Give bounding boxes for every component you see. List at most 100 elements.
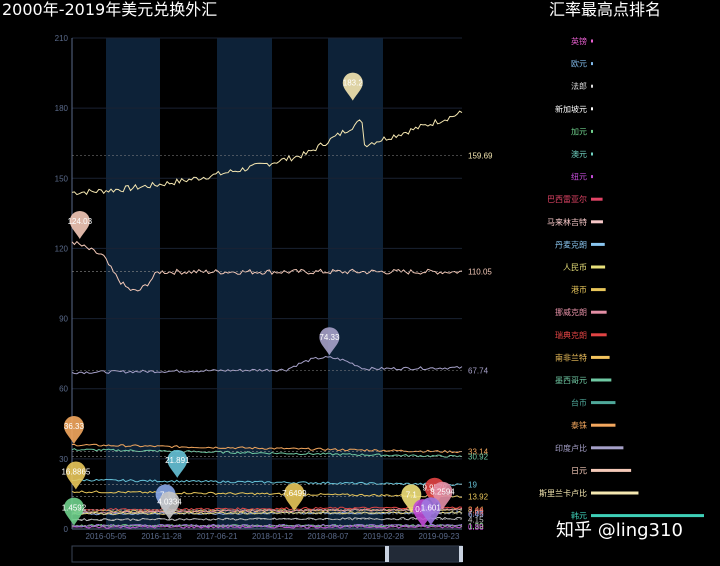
ranking-row: 墨西哥元 xyxy=(555,376,612,385)
ranking-bars: 英镑欧元法郎新加坡元加元澳元纽元巴西雷亚尔马来林吉特丹麦克朗人民币港币挪威克朗瑞… xyxy=(539,36,704,521)
ranking-bar xyxy=(591,175,593,179)
end-value-label: 13.92 xyxy=(468,492,489,501)
slider-window[interactable] xyxy=(388,546,462,562)
peak-pin-shape xyxy=(69,211,90,240)
ranking-bar xyxy=(591,39,593,43)
ranking-row: 英镑 xyxy=(571,36,593,46)
end-value-label: 19 xyxy=(468,481,477,490)
highlight-band xyxy=(217,38,272,529)
ranking-label: 日元 xyxy=(571,466,587,475)
peak-label: 74.33 xyxy=(319,333,340,342)
ranking-label: 巴西雷亚尔 xyxy=(547,194,587,204)
peak-label: 183.2 xyxy=(343,79,364,88)
ranking-label: 马来林吉特 xyxy=(547,217,587,227)
ranking-label: 丹麦克朗 xyxy=(555,239,587,249)
ranking-bar xyxy=(591,468,632,472)
ranking-row: 欧元 xyxy=(571,59,593,69)
peak-pin-shape xyxy=(420,497,441,526)
ranking-row: 法郎 xyxy=(571,81,593,91)
ranking-row: 巴西雷亚尔 xyxy=(547,194,603,204)
peak-pin: 16.8865 xyxy=(61,461,91,490)
ranking-bar xyxy=(591,265,606,269)
ranking-label: 韩元 xyxy=(571,511,587,521)
slider-handle-right[interactable] xyxy=(459,546,463,562)
ranking-row: 韩元 xyxy=(571,511,704,521)
end-value-label: 1.32 xyxy=(468,522,484,531)
chart-title: 2000年-2019年美元兑换外汇 xyxy=(2,0,218,19)
peak-pin: 1.601 xyxy=(420,497,442,526)
end-value-label: 1.39 xyxy=(468,522,484,531)
peak-label: 16.8865 xyxy=(61,468,90,477)
ranking-bar xyxy=(591,107,593,111)
peak-pin-shape xyxy=(63,416,84,445)
peak-pin: 74.33 xyxy=(319,327,340,356)
ranking-row: 台币 xyxy=(571,398,616,408)
x-tick-label: 2019-09-23 xyxy=(419,532,460,541)
watermark: 知乎 @ling310 xyxy=(556,520,683,541)
ranking-row: 挪威克朗 xyxy=(555,307,607,317)
ranking-bar xyxy=(591,152,593,156)
y-tick-label: 180 xyxy=(55,104,69,113)
ranking-row: 瑞典克朗 xyxy=(555,330,607,340)
ranking-label: 台币 xyxy=(571,398,587,408)
ranking-label: 欧元 xyxy=(571,59,587,69)
ranking-label: 墨西哥元 xyxy=(555,376,587,385)
x-tick-label: 2018-08-07 xyxy=(308,532,349,541)
end-value-label: 7.03 xyxy=(468,509,484,518)
ranking-label: 港币 xyxy=(571,285,587,295)
peak-markers: 183.2 124.03 74.33 36.33 21.891 16.8865 7.6499… xyxy=(61,72,455,528)
ranking-title: 汇率最高点排名 xyxy=(549,0,662,19)
ranking-bar xyxy=(591,446,624,450)
y-tick-label: 120 xyxy=(55,244,69,253)
peak-label: 7.1 xyxy=(406,490,418,499)
ranking-label: 瑞典克朗 xyxy=(555,330,587,340)
ranking-label: 南非兰特 xyxy=(555,352,587,362)
slider-handle-left[interactable] xyxy=(385,546,389,562)
series-line xyxy=(71,506,463,512)
ranking-bar xyxy=(591,129,593,133)
ranking-label: 纽元 xyxy=(571,172,587,182)
end-value-label: 8.44 xyxy=(468,505,484,514)
series-line xyxy=(71,110,463,196)
series-line xyxy=(71,523,463,528)
peak-pin-shape xyxy=(284,483,305,512)
peak-label: 4.0334 xyxy=(157,498,182,507)
series-line xyxy=(71,490,463,498)
end-value-label: 159.69 xyxy=(468,152,493,161)
x-tick-label: 2017-06-21 xyxy=(197,532,238,541)
peak-label: 124.03 xyxy=(68,217,93,226)
ranking-bar xyxy=(591,197,603,201)
highlight-bands xyxy=(106,38,383,529)
peak-pin-shape xyxy=(159,491,180,520)
peak-pin: 124.03 xyxy=(68,211,93,240)
end-value-label: 33.14 xyxy=(468,448,489,457)
ranking-row: 丹麦克朗 xyxy=(555,239,605,249)
x-tick-label: 2018-01-12 xyxy=(252,532,293,541)
y-tick-label: 30 xyxy=(59,455,68,464)
peak-pin: 8.2594 xyxy=(430,481,455,510)
y-tick-label: 150 xyxy=(55,174,69,183)
peak-pin: 4.0334 xyxy=(157,491,182,520)
series-line xyxy=(72,478,463,487)
end-marker-lines: 159.69110.0567.7433.1430.921913.928.447.… xyxy=(72,152,493,532)
ranking-label: 印度卢比 xyxy=(555,443,587,453)
peak-label: 8.2594 xyxy=(430,488,455,497)
peak-pin-shape xyxy=(342,72,363,101)
peak-pin: 36.33 xyxy=(63,416,85,445)
ranking-row: 日元 xyxy=(571,466,632,475)
ranking-row: 印度卢比 xyxy=(555,443,624,453)
y-tick-label: 90 xyxy=(59,315,68,324)
ranking-label: 澳元 xyxy=(571,149,587,159)
peak-label: 1.601 xyxy=(421,503,442,512)
end-value-label: 7.88 xyxy=(468,507,484,516)
ranking-bar xyxy=(591,220,603,224)
peak-pin: 1.4592 xyxy=(62,497,87,526)
peak-label: 36.33 xyxy=(64,422,85,431)
series-line xyxy=(71,240,463,292)
end-value-label: 4.15 xyxy=(468,515,484,524)
ranking-row: 泰铢 xyxy=(571,420,616,430)
peak-pin-shape xyxy=(63,497,84,526)
end-value-label: 110.05 xyxy=(468,268,492,277)
ranking-label: 泰铢 xyxy=(571,420,587,430)
